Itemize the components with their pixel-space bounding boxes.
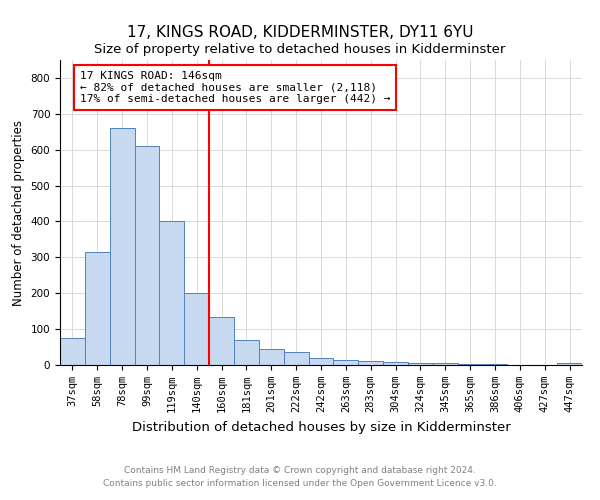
Bar (334, 360, 358, 365)
Bar (259, 349, 284, 365)
Y-axis label: Number of detached properties: Number of detached properties (12, 120, 25, 306)
Bar (110, 128, 134, 365)
Bar (308, 358, 334, 365)
Bar (557, 363, 582, 365)
Text: Size of property relative to detached houses in Kidderminster: Size of property relative to detached ho… (94, 42, 506, 56)
Text: 17 KINGS ROAD: 146sqm
← 82% of detached houses are smaller (2,118)
17% of semi-d: 17 KINGS ROAD: 146sqm ← 82% of detached … (80, 71, 391, 104)
X-axis label: Distribution of detached houses by size in Kidderminster: Distribution of detached houses by size … (131, 420, 511, 434)
Bar (408, 363, 433, 365)
Bar (458, 364, 482, 365)
Bar (85, 252, 110, 365)
Bar (60, 338, 85, 365)
Bar (482, 364, 508, 365)
Bar (358, 362, 383, 365)
Bar (184, 293, 209, 365)
Bar (209, 316, 234, 365)
Bar (134, 146, 160, 365)
Bar (383, 362, 408, 365)
Bar (160, 222, 184, 365)
Text: Contains HM Land Registry data © Crown copyright and database right 2024.
Contai: Contains HM Land Registry data © Crown c… (103, 466, 497, 487)
Bar (433, 363, 458, 365)
Bar (234, 340, 259, 365)
Text: 17, KINGS ROAD, KIDDERMINSTER, DY11 6YU: 17, KINGS ROAD, KIDDERMINSTER, DY11 6YU (127, 25, 473, 40)
Bar (284, 352, 308, 365)
